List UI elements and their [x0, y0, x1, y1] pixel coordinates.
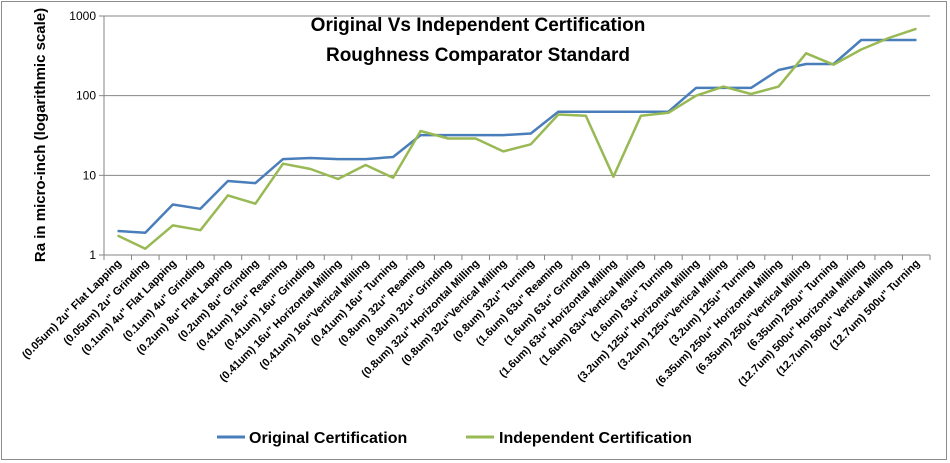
data-point [447, 137, 449, 140]
data-point [530, 143, 532, 145]
data-point [309, 168, 312, 170]
data-point [227, 180, 229, 182]
data-point [420, 134, 422, 136]
data-point [227, 194, 229, 196]
y-tick-label: 10 [83, 168, 97, 182]
series-lines [117, 27, 917, 250]
data-point [392, 177, 394, 179]
series-line-original [117, 38, 917, 235]
data-point [667, 112, 670, 114]
data-point [640, 115, 642, 117]
data-point [557, 113, 559, 116]
data-point [833, 64, 835, 66]
data-point [117, 230, 119, 232]
data-point [309, 157, 312, 159]
x-tick-label: (0.05um) 2u" Flat Lapping [20, 258, 124, 362]
data-point [172, 224, 174, 227]
data-point [915, 28, 917, 30]
data-point [364, 164, 367, 166]
data-point [777, 69, 780, 71]
y-tick-labels: 1 10 100 1000 [69, 9, 96, 262]
axes [103, 16, 931, 260]
data-point [144, 232, 146, 234]
data-point [585, 111, 587, 113]
data-point [640, 111, 642, 113]
data-point [282, 158, 284, 160]
data-point [612, 111, 614, 113]
data-point [117, 235, 119, 237]
data-point [915, 39, 917, 41]
data-point [750, 93, 752, 95]
y-axis-label: Ra in micro-inch (logarithmic scale) [32, 8, 49, 262]
data-point [337, 178, 339, 180]
data-point [199, 229, 201, 231]
legend-label-independent: Independent Certification [499, 430, 692, 447]
data-point [172, 203, 174, 206]
data-point [805, 63, 807, 65]
data-point [475, 134, 477, 136]
data-point [695, 95, 697, 97]
data-point [282, 163, 284, 165]
data-point [612, 176, 614, 178]
data-point [888, 37, 890, 39]
data-point [860, 39, 862, 41]
y-tick-label: 1 [89, 248, 96, 262]
chart-title: Original Vs Independent Certification [311, 15, 646, 36]
data-point [585, 115, 587, 117]
x-tick-labels: (0.05um) 2u" Flat Lapping(0.05um) 2u" Gr… [20, 258, 922, 389]
data-point [337, 158, 339, 160]
data-point [860, 48, 862, 51]
data-point [502, 150, 504, 152]
data-point [502, 134, 504, 136]
legend-label-original: Original Certification [249, 430, 407, 447]
data-point [530, 132, 532, 135]
legend: Original Certification Independent Certi… [217, 430, 692, 447]
data-point [557, 111, 559, 113]
data-point [722, 85, 725, 88]
y-tick-label: 1000 [69, 9, 96, 23]
data-point [199, 208, 201, 210]
chart-subtitle: Roughness Comparator Standard [326, 45, 630, 66]
data-point [750, 87, 752, 89]
data-point [254, 182, 257, 184]
y-tick-label: 100 [76, 89, 96, 103]
data-point [144, 248, 146, 250]
data-point [254, 203, 257, 205]
data-point [695, 87, 697, 89]
data-point [805, 52, 807, 54]
data-point [447, 134, 449, 136]
data-point [364, 158, 367, 160]
data-point [888, 39, 890, 41]
data-point [777, 85, 780, 88]
series-line-independent [117, 27, 917, 250]
data-point [392, 156, 394, 158]
data-point [475, 137, 477, 140]
data-point [420, 130, 422, 132]
